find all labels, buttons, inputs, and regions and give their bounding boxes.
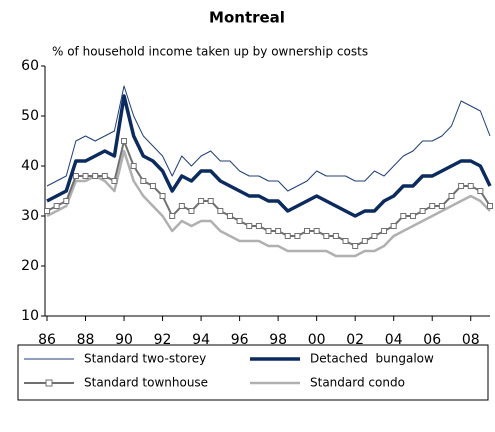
x-tick-label: 86 (38, 332, 56, 348)
series-marker (342, 238, 349, 244)
legend-label: Standard two-storey (84, 352, 206, 366)
series-marker (304, 228, 311, 234)
series-marker (438, 203, 445, 209)
series-marker (284, 233, 291, 239)
series-marker (361, 238, 368, 244)
series-marker (255, 223, 262, 229)
series-marker (429, 203, 436, 209)
series-marker (419, 208, 426, 214)
series-marker (188, 208, 195, 214)
legend-box (17, 344, 489, 401)
series-marker (487, 203, 493, 209)
y-tick-label: 10 (21, 308, 39, 324)
series-marker (111, 178, 118, 184)
legend-label: Detached bungalow (310, 352, 434, 366)
series-marker (178, 203, 185, 209)
series-marker (63, 198, 70, 204)
series-marker (275, 228, 282, 234)
series-marker (313, 228, 320, 234)
x-tick-label: 88 (77, 332, 95, 348)
series-marker (236, 218, 243, 224)
y-axis-label: % of household income taken up by owners… (52, 45, 368, 59)
series-marker (207, 198, 214, 204)
x-tick-label: 02 (346, 332, 364, 348)
y-tick-label: 50 (21, 108, 39, 124)
series-line (46, 85, 491, 192)
series-marker (44, 208, 50, 214)
series-marker (371, 233, 378, 239)
y-tick-label: 60 (21, 58, 39, 74)
series-marker (294, 233, 301, 239)
series-marker (246, 223, 253, 229)
legend-marker (45, 379, 53, 387)
series-marker (53, 203, 60, 209)
series-marker (101, 173, 108, 179)
series-marker (352, 243, 359, 249)
x-tick-label: 98 (269, 332, 287, 348)
x-tick-label: 92 (154, 332, 172, 348)
legend-label: Standard condo (310, 376, 405, 390)
series-marker (390, 223, 397, 229)
series-marker (448, 193, 455, 199)
series-marker (121, 138, 128, 144)
series-marker (477, 188, 484, 194)
chart-title: Montreal (209, 9, 285, 27)
series-marker (130, 163, 137, 169)
series-marker (198, 198, 205, 204)
series-marker (149, 183, 156, 189)
series-marker (332, 233, 339, 239)
series-marker (169, 213, 176, 219)
series-marker (82, 173, 89, 179)
y-tick-label: 20 (21, 258, 39, 274)
x-tick-label: 08 (462, 332, 480, 348)
x-tick-label: 00 (308, 332, 326, 348)
series-marker (409, 213, 416, 219)
series-marker (467, 183, 474, 189)
x-tick-label: 06 (423, 332, 441, 348)
series-marker (458, 183, 465, 189)
x-tick-label: 96 (231, 332, 249, 348)
y-tick-label: 40 (21, 158, 39, 174)
x-tick-label: 04 (385, 332, 403, 348)
series-marker (92, 173, 99, 179)
series-marker (159, 193, 166, 199)
series-line (46, 94, 492, 218)
y-tick-label: 30 (21, 208, 39, 224)
x-tick-label: 90 (115, 332, 133, 348)
series-marker (217, 208, 224, 214)
series-marker (400, 213, 407, 219)
series-marker (323, 233, 330, 239)
legend-label: Standard townhouse (84, 376, 208, 390)
series-marker (265, 228, 272, 234)
x-tick-label: 94 (192, 332, 210, 348)
series-line (46, 149, 491, 258)
series-marker (72, 173, 79, 179)
series-marker (140, 178, 147, 184)
series-marker (381, 228, 388, 234)
series-marker (226, 213, 233, 219)
